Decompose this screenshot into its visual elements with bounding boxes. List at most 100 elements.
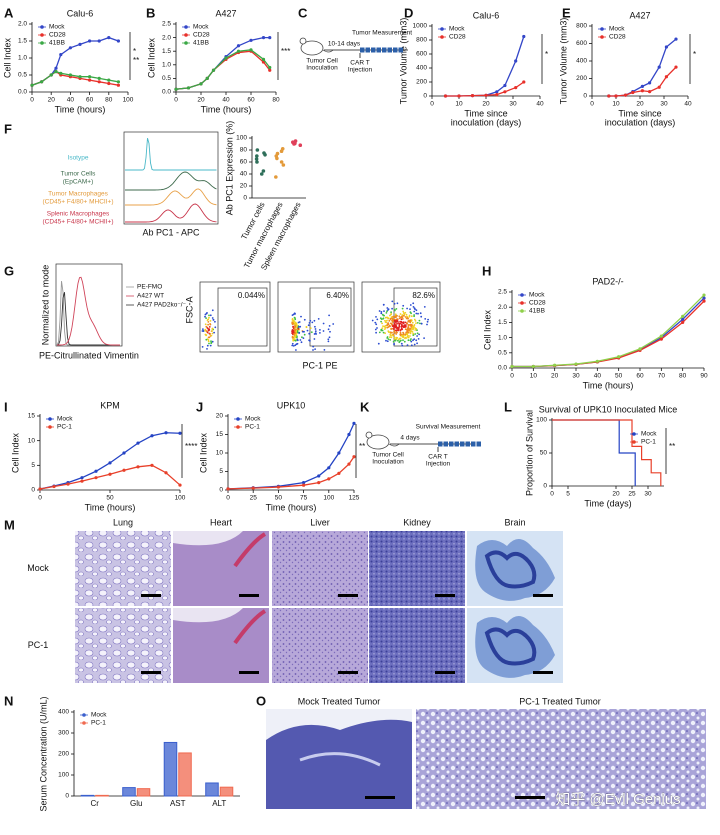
event-dot xyxy=(213,331,216,334)
data-point xyxy=(268,68,272,72)
tissue xyxy=(233,609,267,645)
y-tick-label: 200 xyxy=(576,75,587,82)
x-axis-label: Time (days) xyxy=(584,498,631,508)
event-dot xyxy=(419,312,422,315)
column-label: Lung xyxy=(113,517,133,527)
data-point xyxy=(443,94,448,98)
y-tick-label: 2.0 xyxy=(18,21,27,28)
event-dot xyxy=(399,313,402,315)
y-tick-label: 300 xyxy=(58,730,69,737)
event-dot xyxy=(291,342,294,345)
legend-label: A427 PAD2ko⁻/⁻ xyxy=(137,302,187,309)
histogram-label: (EpCAM+) xyxy=(63,179,94,186)
y-axis-label: Normalized to mode xyxy=(40,265,50,346)
event-dot xyxy=(395,308,398,310)
event-dot xyxy=(401,307,404,310)
y-tick-label: 1.5 xyxy=(162,48,171,55)
mouse-tail xyxy=(388,443,400,447)
event-dot xyxy=(407,327,410,330)
data-point xyxy=(249,48,253,52)
x-tick-label: 50 xyxy=(106,495,114,502)
event-dot xyxy=(397,327,399,330)
bar xyxy=(122,787,136,797)
event-dot xyxy=(388,320,391,322)
event-dot xyxy=(385,339,387,342)
event-dot xyxy=(409,327,412,330)
x-tick-label: 30 xyxy=(509,101,517,108)
measurement-box xyxy=(460,441,465,447)
event-dot xyxy=(208,342,210,345)
data-point xyxy=(274,175,278,179)
data-point xyxy=(30,83,34,87)
event-dot xyxy=(399,337,402,340)
event-dot xyxy=(303,333,306,336)
bar xyxy=(136,788,151,797)
event-dot xyxy=(327,338,330,341)
event-dot xyxy=(384,332,386,335)
significance-mark: ** xyxy=(669,442,675,451)
data-point xyxy=(617,355,621,359)
x-tick-label: 20 xyxy=(612,491,620,498)
survival-curve xyxy=(552,419,662,486)
row-label: PC-1 xyxy=(28,640,49,650)
y-tick-label: 0.5 xyxy=(162,75,171,82)
event-dot xyxy=(409,321,412,324)
series-line xyxy=(175,49,271,90)
event-dot xyxy=(300,341,303,344)
event-dot xyxy=(211,317,214,319)
scale-bar xyxy=(365,796,395,799)
x-tick-label: 20 xyxy=(48,97,56,104)
event-dot xyxy=(291,321,294,324)
data-point xyxy=(484,93,488,97)
diagram-text: Survival Measurement xyxy=(416,424,481,431)
legend-marker xyxy=(40,33,44,37)
data-point xyxy=(595,359,599,363)
event-dot xyxy=(380,312,383,315)
event-dot xyxy=(412,332,415,335)
panel-letter: D xyxy=(404,5,413,20)
bar xyxy=(178,752,192,797)
event-dot xyxy=(399,333,402,335)
event-dot xyxy=(399,340,401,343)
histogram-curve xyxy=(125,171,217,191)
y-tick-label: 1.0 xyxy=(18,55,27,62)
event-dot xyxy=(205,338,208,341)
event-dot xyxy=(391,316,393,318)
event-dot xyxy=(404,311,407,314)
legend-marker xyxy=(184,33,188,37)
event-dot xyxy=(409,330,411,333)
event-dot xyxy=(206,348,208,350)
data-point xyxy=(199,82,203,86)
panel-letter: K xyxy=(360,399,370,414)
y-axis-label: Tumor Volume (mm3) xyxy=(398,18,408,105)
event-dot xyxy=(297,321,300,324)
scale-bar xyxy=(533,594,553,597)
bar xyxy=(205,782,219,797)
event-dot xyxy=(214,320,216,323)
legend-label: Mock xyxy=(529,292,545,299)
event-dot xyxy=(296,339,299,342)
event-dot xyxy=(206,344,209,347)
data-point xyxy=(255,154,259,158)
measurement-box xyxy=(438,441,443,447)
panel-letter: E xyxy=(562,5,571,20)
event-dot xyxy=(305,326,308,328)
y-tick-label: 0 xyxy=(543,483,547,490)
y-tick-label: 0.5 xyxy=(498,350,507,357)
event-dot xyxy=(394,316,397,318)
scale-bar xyxy=(338,594,358,597)
event-dot xyxy=(393,331,396,334)
x-tick-label: 25 xyxy=(250,495,258,502)
mouse-body xyxy=(366,434,390,450)
image-title: PC-1 Treated Tumor xyxy=(519,696,601,706)
y-tick-label: 0 xyxy=(243,195,247,202)
column-label: Brain xyxy=(504,517,525,527)
diagram-text: Tumor Measurement xyxy=(352,30,412,37)
data-point xyxy=(116,80,120,84)
data-point xyxy=(317,474,321,478)
legend-label: PC-1 xyxy=(641,439,656,446)
legend-label: Mock xyxy=(49,24,65,31)
event-dot xyxy=(207,329,210,332)
event-dot xyxy=(401,325,404,328)
